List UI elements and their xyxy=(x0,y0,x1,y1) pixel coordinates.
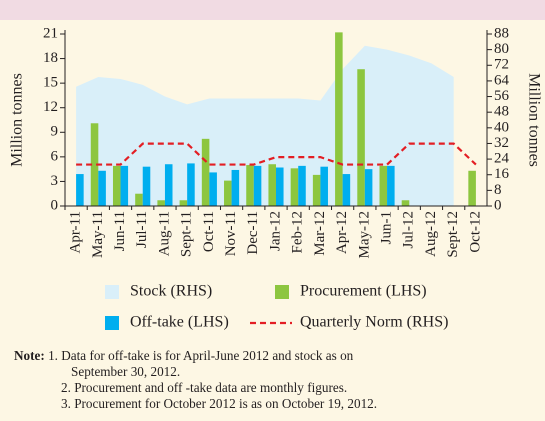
note-text: 1. Data for off-take is for April-June 2… xyxy=(48,348,354,363)
note-label: Note: xyxy=(14,348,45,363)
x-tick-label: Oct-11 xyxy=(201,211,217,252)
bar xyxy=(468,170,476,206)
bar xyxy=(231,169,240,206)
y2-tick-label: 72 xyxy=(494,57,509,73)
y2-tick-label: 88 xyxy=(494,25,509,41)
x-tick-label: Aug-11 xyxy=(156,211,172,256)
legend-swatch xyxy=(275,285,289,299)
y2-tick-label: 64 xyxy=(494,72,510,88)
y-tick-label: 9 xyxy=(51,124,59,140)
x-tick-label: Jun-1 xyxy=(378,211,394,244)
bar xyxy=(201,138,210,206)
y-tick-label: 6 xyxy=(51,148,59,164)
note: Note: 1. Data for off-take is for April-… xyxy=(14,348,539,412)
y2-tick-label: 16 xyxy=(494,166,510,182)
y2-tick-label: 56 xyxy=(494,88,510,104)
legend-swatch xyxy=(105,316,119,330)
bar xyxy=(268,164,276,206)
note-text: 3. Procurement for October 2012 is as on… xyxy=(61,396,378,411)
x-tick-label: Nov-11 xyxy=(223,211,239,256)
y-tick-label: 18 xyxy=(43,50,58,66)
norm-line xyxy=(76,142,477,166)
bar xyxy=(276,167,284,206)
x-tick-label: Apr-11 xyxy=(68,211,84,253)
y-tick-label: 15 xyxy=(43,75,58,91)
bar xyxy=(90,123,99,206)
bar xyxy=(342,174,351,206)
x-tick-label: Jan-12 xyxy=(267,211,283,251)
legend-label: Off-take (LHS) xyxy=(130,314,229,331)
bar xyxy=(98,170,106,206)
y2-tick-label: 24 xyxy=(494,151,510,167)
note-text: September 30, 2012. xyxy=(71,364,181,379)
y2-tick-label: 80 xyxy=(494,41,509,57)
y2-tick-label: 8 xyxy=(494,182,502,198)
y-tick-label: 12 xyxy=(43,99,58,115)
stock-area xyxy=(76,45,454,207)
x-tick-label: May-11 xyxy=(90,211,106,258)
bar xyxy=(120,165,129,206)
y2-axis-label: Million tonnes xyxy=(525,73,542,167)
y-tick-label: 0 xyxy=(51,197,59,213)
bar xyxy=(209,172,217,206)
x-tick-label: Sept-12 xyxy=(445,211,461,258)
bar xyxy=(142,166,151,206)
y2-tick-label: 48 xyxy=(494,104,509,120)
bar xyxy=(379,165,388,206)
bar xyxy=(135,193,143,206)
bar xyxy=(387,165,395,206)
y2-tick-label: 40 xyxy=(494,119,509,135)
bar xyxy=(246,165,254,206)
y2-tick-label: 0 xyxy=(494,197,502,213)
legend-label: Procurement (LHS) xyxy=(300,283,427,300)
x-tick-label: Aug-12 xyxy=(423,211,439,257)
legend-label: Quarterly Norm (RHS) xyxy=(300,314,448,331)
x-tick-label: Jul-11 xyxy=(134,211,150,248)
legend-label: Stock (RHS) xyxy=(130,283,212,300)
bar xyxy=(335,32,343,206)
bar xyxy=(364,169,373,206)
legend-swatch xyxy=(105,285,119,299)
y-axis-label: Million tonnes xyxy=(9,73,26,167)
bar xyxy=(253,165,262,206)
bar xyxy=(224,180,232,206)
bar xyxy=(401,200,410,206)
chart: 0369121518210816243240485664728088Apr-11… xyxy=(9,25,543,331)
x-tick-label: Apr-12 xyxy=(334,211,350,254)
bar xyxy=(179,200,188,206)
x-tick-label: Mar-12 xyxy=(312,211,328,256)
note-text: 2. Procurement and off -take data are mo… xyxy=(61,380,348,395)
bar xyxy=(320,166,328,206)
bar xyxy=(357,69,365,206)
note-line: Note: 1. Data for off-take is for April-… xyxy=(14,348,539,364)
bar xyxy=(187,163,195,206)
bar xyxy=(157,200,165,206)
y-tick-label: 21 xyxy=(43,25,58,41)
x-tick-label: May-12 xyxy=(356,211,372,259)
bar xyxy=(298,165,306,206)
bar xyxy=(290,168,299,206)
bar xyxy=(164,164,173,206)
x-tick-label: Sept-11 xyxy=(179,211,195,257)
x-tick-label: Jul-12 xyxy=(401,211,417,249)
x-tick-label: Oct-12 xyxy=(467,211,483,253)
x-tick-label: Feb-12 xyxy=(290,211,306,254)
x-tick-label: Dec-11 xyxy=(245,211,261,255)
bar xyxy=(76,174,84,206)
y-tick-label: 3 xyxy=(51,173,59,189)
x-tick-label: Jun-11 xyxy=(112,211,128,251)
y2-tick-label: 32 xyxy=(494,135,509,151)
header-band xyxy=(0,0,545,20)
bar xyxy=(312,174,321,206)
bar xyxy=(112,165,121,206)
